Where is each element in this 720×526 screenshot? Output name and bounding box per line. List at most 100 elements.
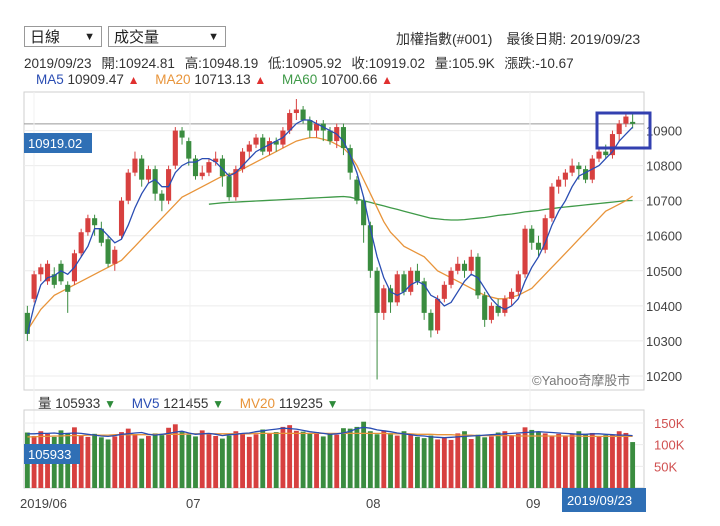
candle-body <box>213 158 219 163</box>
volume-legend: 量 105933 ▼ MV5 121455 ▼ MV20 119235 ▼ <box>38 392 339 412</box>
volume-bar <box>145 436 151 488</box>
chevron-down-icon: ▼ <box>84 31 95 43</box>
candle-body <box>65 284 71 292</box>
candle-body <box>414 270 420 282</box>
volume-bar <box>549 436 555 488</box>
volume-bar <box>226 435 232 488</box>
candle-body <box>199 172 205 177</box>
up-triangle-icon: ▲ <box>381 73 394 87</box>
candle-body <box>482 295 488 320</box>
period-select[interactable]: 日線 ▼ <box>24 26 102 47</box>
candle-body <box>206 162 212 173</box>
candle-body <box>327 130 333 142</box>
candle-body <box>166 169 172 201</box>
volume-bar <box>98 437 104 488</box>
volume-bar <box>576 431 582 488</box>
volume-bar <box>159 435 165 488</box>
candle-body <box>455 263 461 271</box>
volume-bar <box>415 436 420 488</box>
close-value: 10919.02 <box>368 56 425 71</box>
indicator-select[interactable]: 成交量 ▼ <box>108 26 226 47</box>
volume-bar <box>314 432 319 488</box>
volume-value: 105.9K <box>451 56 495 71</box>
volume-bar <box>300 431 306 488</box>
candle-body <box>219 158 225 177</box>
candle-body <box>139 158 145 180</box>
candle-body <box>51 274 57 285</box>
volume-bar <box>219 438 225 488</box>
ma5-label: MA5 <box>36 72 64 87</box>
candle-body <box>98 228 104 243</box>
volume-bar <box>367 431 373 488</box>
volume-bar <box>495 432 501 488</box>
candle-body <box>387 288 394 303</box>
volume-bar <box>139 438 145 488</box>
candle-body <box>92 218 98 226</box>
candle-body <box>354 179 360 201</box>
candle-body <box>179 130 185 138</box>
candle-body <box>152 169 158 194</box>
candle-body <box>549 186 555 219</box>
candle-body <box>515 274 521 292</box>
candle-body <box>475 256 481 296</box>
volume-bar <box>388 432 393 488</box>
candle-body <box>24 312 30 334</box>
volume-bar <box>488 436 494 488</box>
low-label: 低: <box>268 56 286 71</box>
volume-bar <box>441 437 447 488</box>
volume-bar <box>112 436 118 488</box>
candle-body <box>361 200 367 226</box>
candle-body <box>630 121 636 124</box>
quote-row: 2019/09/23 開:10924.81 高:10948.19 低:10905… <box>24 52 574 72</box>
volume-bar <box>354 426 360 488</box>
chevron-down-icon: ▼ <box>208 31 219 43</box>
date-badge <box>562 488 646 512</box>
price-tick-label: 10800 <box>646 159 682 174</box>
index-name: 加權指數(#001) <box>396 31 493 47</box>
candle-body <box>246 144 252 152</box>
candle-body <box>381 288 387 313</box>
candle-body <box>441 284 447 299</box>
volume-bar <box>583 433 588 488</box>
price-badge-text: 10919.02 <box>28 136 82 151</box>
volume-bar <box>199 430 205 488</box>
volume-tick-label: 150K <box>654 416 685 431</box>
close-label: 收: <box>351 56 369 71</box>
candle-body <box>85 218 91 233</box>
candle-body <box>542 218 548 250</box>
quote-date: 2019/09/23 <box>24 56 92 71</box>
volume-bar <box>327 433 333 488</box>
candle-body <box>461 263 468 271</box>
volume-bar <box>610 434 615 488</box>
volume-bar <box>556 433 562 488</box>
volume-bar <box>401 431 407 488</box>
candle-body <box>502 298 508 313</box>
candle-body <box>313 123 320 131</box>
volume-bar <box>515 433 521 488</box>
candle-body <box>347 148 353 173</box>
volume-bar <box>166 427 172 488</box>
volume-bar <box>253 434 259 488</box>
volume-bar <box>334 434 340 488</box>
volume-bar <box>273 432 279 488</box>
volume-label: 量: <box>434 56 452 71</box>
candle-body <box>38 267 44 275</box>
volume-bar <box>341 428 346 488</box>
volume-bar <box>381 430 387 488</box>
volume-badge-text: 105933 <box>28 447 71 462</box>
volume-bar <box>186 434 192 488</box>
price-tick-label: 10400 <box>646 299 682 314</box>
volume-bar <box>361 421 367 488</box>
down-triangle-icon: ▼ <box>212 397 224 411</box>
candle-body <box>105 239 111 264</box>
x-tick-label: 09 <box>526 496 540 511</box>
last-date-label: 最後日期: <box>506 31 567 47</box>
candle-body <box>58 263 64 282</box>
volume-tick-label: 50K <box>654 459 677 474</box>
volume-bar <box>562 436 568 488</box>
volume-bar <box>475 434 481 488</box>
low-value: 10905.92 <box>285 56 342 71</box>
watermark: ©Yahoo奇摩股市 <box>532 373 630 388</box>
candle-body <box>172 130 178 166</box>
